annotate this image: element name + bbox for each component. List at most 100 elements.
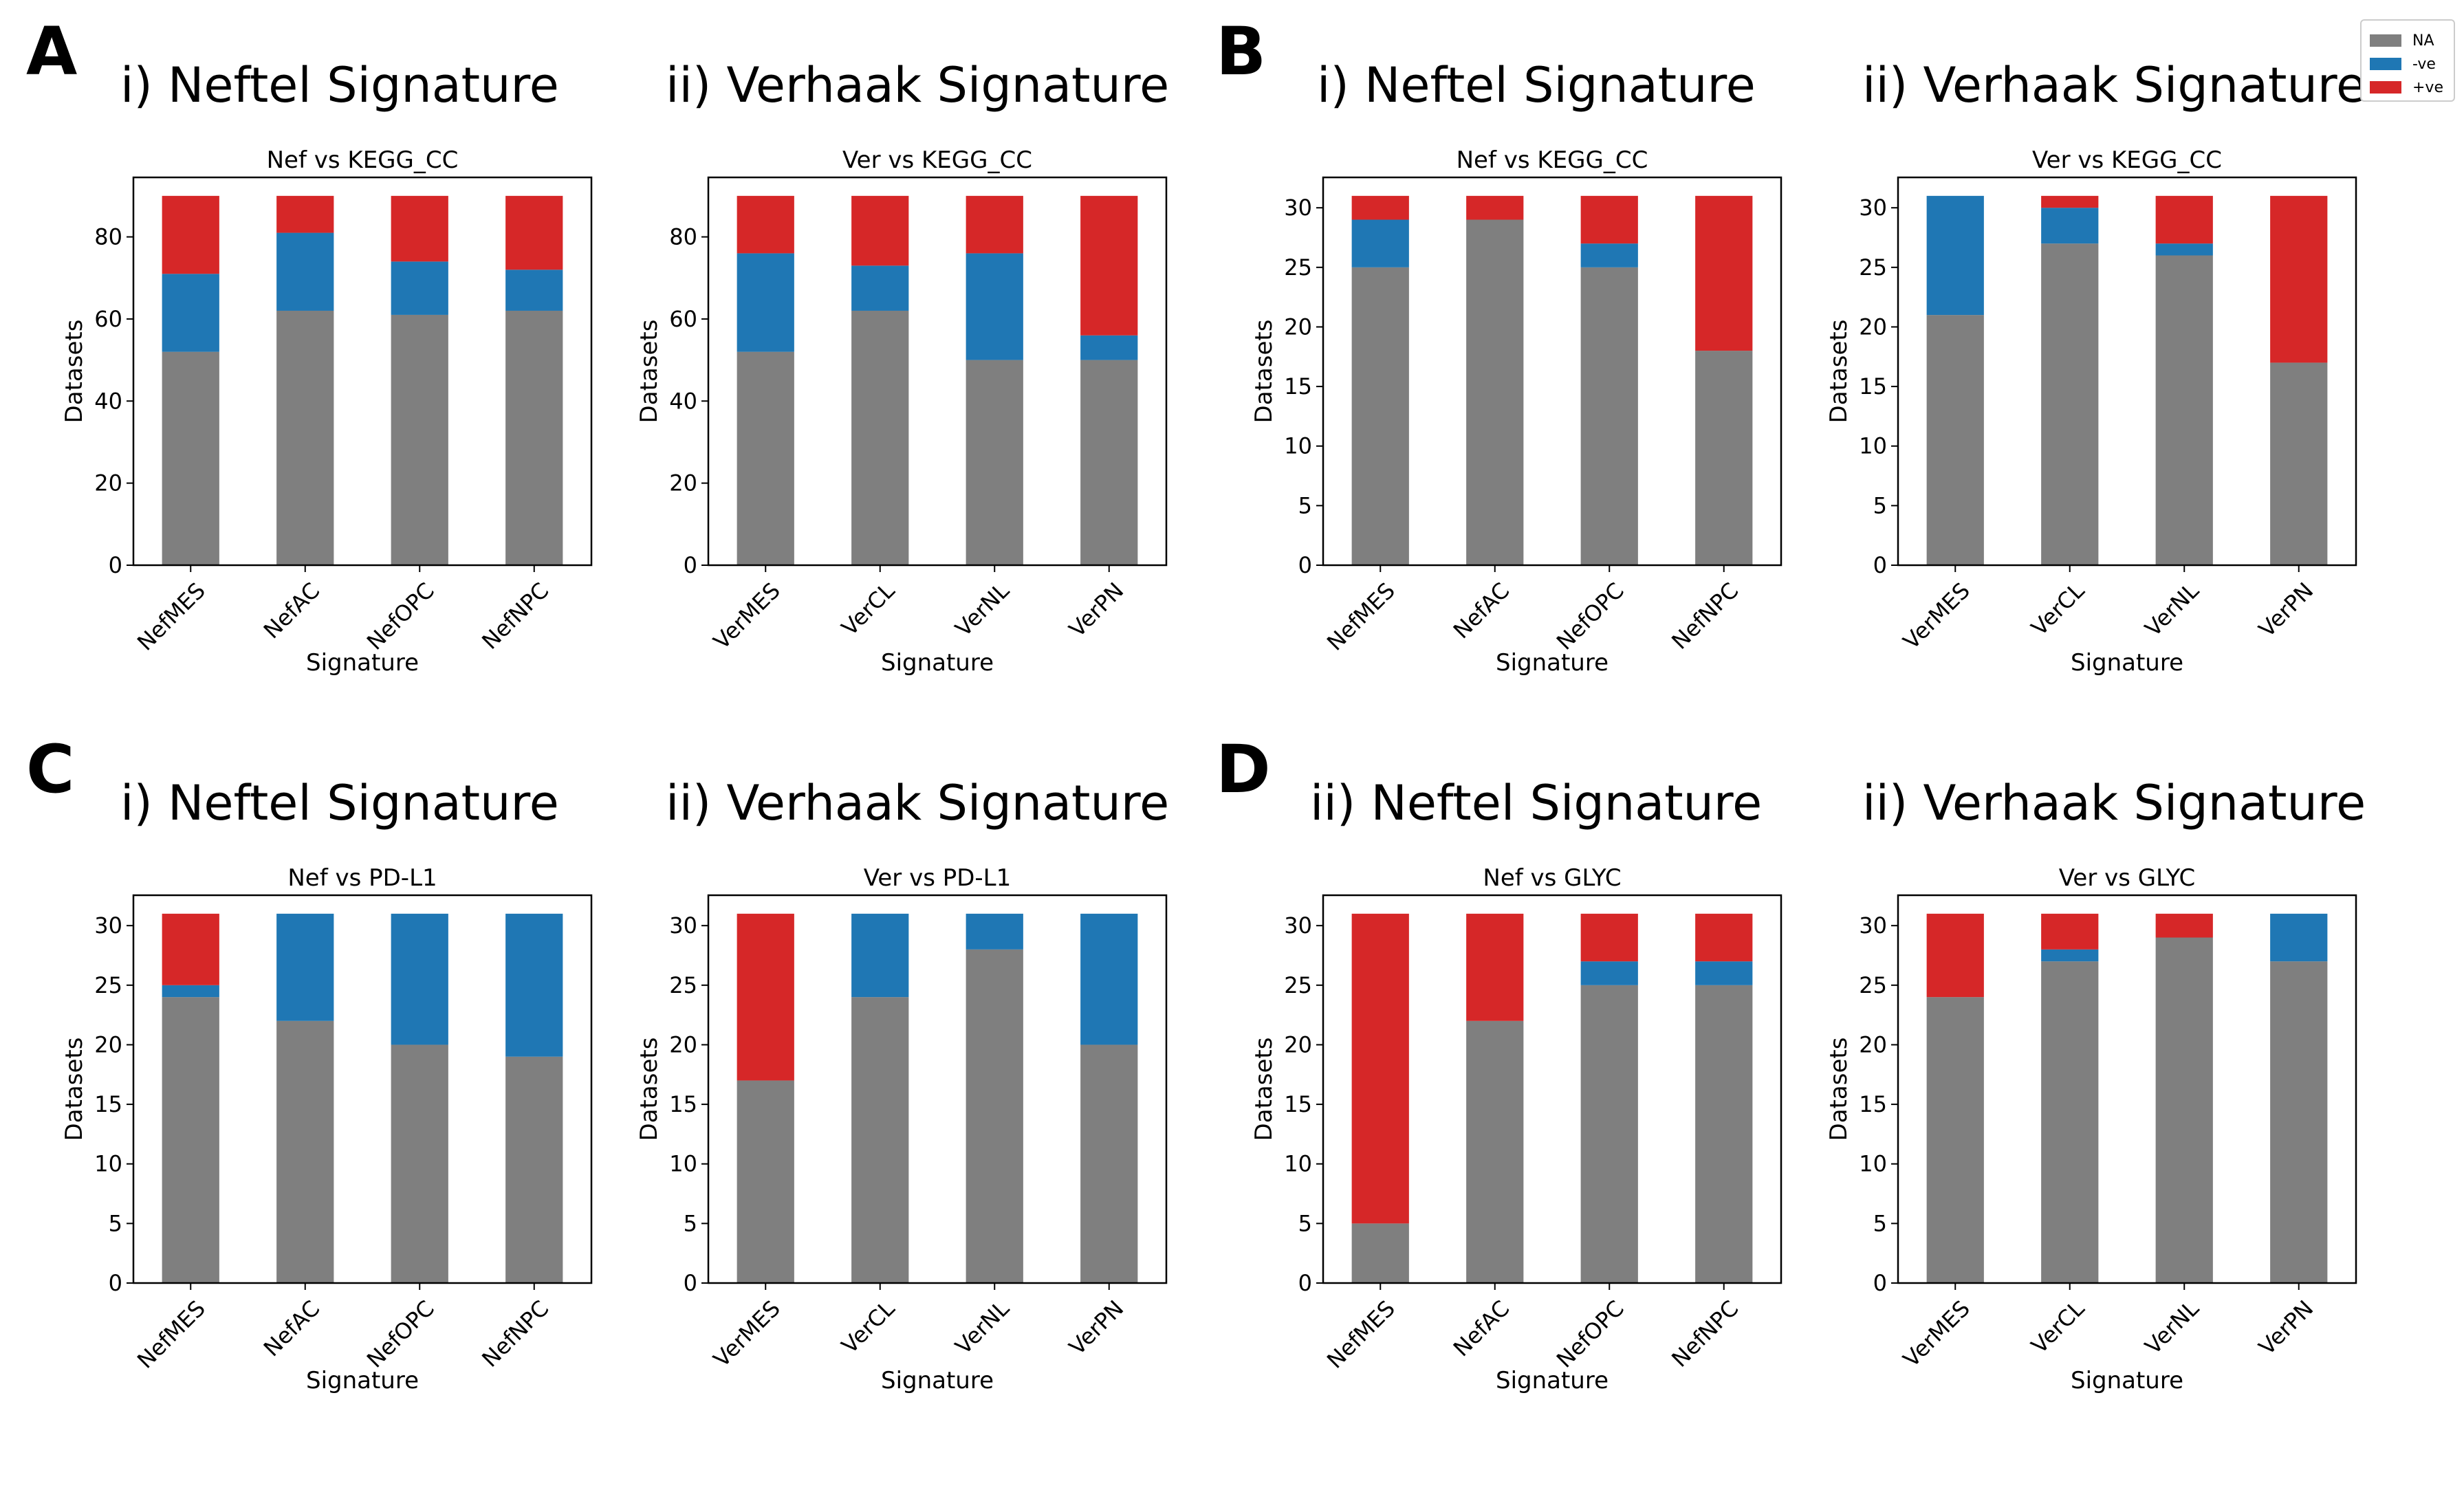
x-axis-label: Signature <box>2071 1367 2183 1394</box>
x-tick-label: VerPN <box>1064 1295 1129 1360</box>
bar-ve-vermes <box>1926 913 1984 998</box>
y-tick-label: 10 <box>669 1151 697 1177</box>
panel-letter-a: A <box>26 13 77 90</box>
legend-swatch-na <box>2370 34 2401 47</box>
x-axis-label: Signature <box>1496 1367 1609 1394</box>
chart-3: VerMES VerCL VerNL VerPN 0 5 10 15 20 25 30 Ver vs … <box>1825 146 2357 677</box>
x-tick-label: NefOPC <box>362 1295 439 1373</box>
y-tick-label: 5 <box>1298 492 1312 518</box>
y-tick-label: 10 <box>94 1151 122 1177</box>
bar-ve-nefnpc <box>1695 913 1753 962</box>
y-tick-label: 5 <box>109 1210 122 1236</box>
legend: NA -ve +ve <box>2360 19 2455 102</box>
y-tick-label: 20 <box>94 1031 122 1058</box>
x-tick-label: VerCL <box>2026 578 2089 641</box>
charts: NefMES NefAC NefOPC NefNPC 0 20 40 60 80 Nef vs K… <box>61 146 2357 1394</box>
panel-b-subtitle-1: i) Neftel Signature <box>1317 57 1756 113</box>
x-tick-label: VerMES <box>708 1295 785 1372</box>
axes-frame <box>132 176 593 567</box>
y-tick-label: 40 <box>94 388 122 414</box>
y-tick-label: 60 <box>669 306 697 332</box>
bar-ve-nefopc <box>1580 195 1638 244</box>
y-tick-label: 20 <box>1859 314 1887 340</box>
y-axis-label: Datasets <box>1250 320 1278 424</box>
legend-item-na: NA <box>2370 30 2434 51</box>
bar-ve-verpn <box>2270 195 2328 363</box>
y-tick-label: 10 <box>1859 1151 1887 1177</box>
bar-ve-vercl <box>2041 913 2099 950</box>
bar-na-nefmes <box>162 351 219 565</box>
y-axis-label: Datasets <box>1250 1038 1278 1141</box>
bar-ve-nefopc <box>391 913 448 1045</box>
bar-ve-nefmes <box>162 274 219 352</box>
chart-0: NefMES NefAC NefOPC NefNPC 0 20 40 60 80 Nef vs K… <box>61 146 593 677</box>
panel-d-subtitle-1: ii) Neftel Signature <box>1310 775 1762 831</box>
chart-title: Ver vs GLYC <box>2059 864 2195 892</box>
y-tick-label: 40 <box>669 388 697 414</box>
x-tick-label: VerPN <box>2254 578 2318 642</box>
x-axis-label: Signature <box>2071 649 2183 677</box>
y-tick-label: 15 <box>1284 1091 1312 1117</box>
legend-item-pos: +ve <box>2370 77 2443 98</box>
y-tick-label: 5 <box>1298 1210 1312 1236</box>
y-tick-label: 20 <box>1284 1031 1312 1058</box>
y-tick-label: 5 <box>1873 1210 1887 1236</box>
x-tick-label: NefMES <box>132 1295 210 1374</box>
axes-frame <box>707 894 1168 1284</box>
bar-na-nefnpc <box>1695 985 1753 1283</box>
panel-c-subtitle-2: ii) Verhaak Signature <box>666 775 1169 831</box>
bar-ve-nefopc <box>1580 243 1638 267</box>
y-tick-label: 5 <box>684 1210 697 1236</box>
bar-ve-nefnpc <box>1695 961 1753 985</box>
bar-ve-vernl <box>966 195 1023 254</box>
y-tick-label: 20 <box>669 1031 697 1058</box>
chart-title: Ver vs PD-L1 <box>864 864 1012 892</box>
bar-na-vermes <box>737 1080 794 1283</box>
chart-2: NefMES NefAC NefOPC NefNPC 0 5 10 15 20 25 30 Nef v… <box>1250 146 1782 677</box>
bar-ve-nefnpc <box>505 913 563 1057</box>
y-tick-label: 0 <box>684 1270 697 1296</box>
y-tick-label: 15 <box>1859 373 1887 399</box>
y-tick-label: 15 <box>1284 373 1312 399</box>
bar-ve-nefac <box>1466 913 1524 1021</box>
x-tick-label: VerCL <box>836 578 900 641</box>
bar-ve-vermes <box>737 195 794 254</box>
axes-frame <box>707 176 1168 567</box>
chart-title: Ver vs KEGG_CC <box>2032 146 2222 174</box>
bar-na-nefmes <box>1351 267 1409 565</box>
chart-title: Nef vs PD-L1 <box>287 864 437 892</box>
x-axis-label: Signature <box>881 1367 994 1394</box>
x-tick-label: NefOPC <box>1551 1295 1629 1373</box>
bar-ve-nefmes <box>1351 195 1409 220</box>
y-tick-label: 0 <box>1873 552 1887 578</box>
x-tick-label: NefAC <box>1448 578 1515 644</box>
bar-ve-vernl <box>2155 913 2213 938</box>
y-tick-label: 80 <box>669 224 697 250</box>
x-tick-label: VerPN <box>2254 1295 2318 1360</box>
y-tick-label: 15 <box>1859 1091 1887 1117</box>
bar-na-vernl <box>2155 255 2213 565</box>
x-tick-label: VerNL <box>2140 578 2204 642</box>
bar-ve-nefac <box>1466 195 1524 220</box>
x-tick-label: VerNL <box>2140 1295 2204 1359</box>
panel-letter-c: C <box>26 731 74 808</box>
x-tick-label: NefAC <box>1448 1295 1515 1362</box>
bar-na-vermes <box>1926 997 1984 1283</box>
axes-frame <box>1322 176 1782 567</box>
bar-ve-nefmes <box>1351 913 1409 1224</box>
bar-ve-nefac <box>276 232 334 311</box>
y-tick-label: 30 <box>94 912 122 939</box>
bar-na-vermes <box>737 351 794 565</box>
y-tick-label: 30 <box>669 912 697 939</box>
bar-ve-vercl <box>851 913 909 998</box>
y-tick-label: 0 <box>109 1270 122 1296</box>
y-tick-label: 25 <box>1859 254 1887 281</box>
y-tick-label: 20 <box>669 470 697 496</box>
bar-ve-vermes <box>737 913 794 1081</box>
y-tick-label: 20 <box>94 470 122 496</box>
bar-na-vernl <box>966 949 1023 1283</box>
x-tick-label: NefOPC <box>362 578 439 655</box>
bar-na-verpn <box>2270 961 2328 1283</box>
legend-label-neg: -ve <box>2412 55 2436 73</box>
y-tick-label: 10 <box>1284 1151 1312 1177</box>
